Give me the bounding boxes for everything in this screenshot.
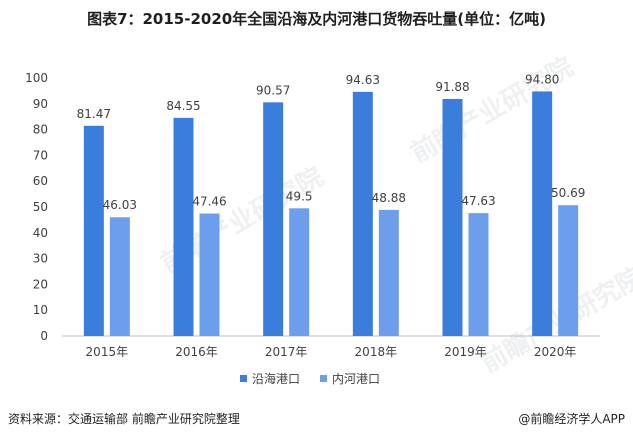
data-label: 84.55 (166, 99, 200, 113)
bar (263, 102, 284, 336)
data-label: 91.88 (435, 80, 469, 94)
data-label: 48.88 (372, 191, 406, 205)
data-label: 49.5 (286, 189, 313, 203)
data-label: 47.63 (461, 194, 495, 208)
y-tick-label: 100 (25, 71, 48, 85)
source-note: 资料来源：交通运输部 前瞻产业研究院整理 (8, 412, 240, 426)
y-tick-label: 0 (40, 329, 48, 343)
y-tick-label: 80 (33, 123, 48, 137)
bar (468, 213, 489, 336)
data-label: 90.57 (256, 83, 290, 97)
data-label: 94.63 (346, 73, 380, 87)
bar (352, 91, 373, 336)
chart-title: 图表7：2015-2020年全国沿海及内河港口货物吞吐量(单位：亿吨) (87, 10, 546, 28)
y-tick-label: 10 (33, 303, 48, 317)
legend-label: 沿海港口 (252, 371, 300, 386)
data-label: 94.80 (525, 72, 559, 86)
bar (442, 98, 463, 336)
bar (199, 213, 220, 336)
y-tick-label: 60 (33, 174, 48, 188)
y-tick-label: 20 (33, 277, 48, 291)
bar (558, 205, 579, 336)
legend-swatch (320, 375, 327, 382)
bar (83, 125, 104, 336)
bar (109, 217, 130, 336)
y-tick-label: 40 (33, 226, 48, 240)
data-label: 47.46 (192, 195, 226, 209)
x-tick-label: 2015年 (86, 345, 129, 359)
bar (289, 208, 310, 336)
brand-credit: @前瞻经济学人APP (518, 412, 625, 426)
y-tick-label: 70 (33, 148, 48, 162)
x-tick-label: 2017年 (265, 345, 308, 359)
legend-label: 内河港口 (332, 372, 380, 386)
data-label: 81.47 (77, 107, 111, 121)
bar (173, 117, 194, 337)
x-tick-label: 2019年 (444, 345, 487, 359)
x-tick-label: 2018年 (355, 345, 398, 359)
y-tick-label: 30 (33, 252, 48, 266)
bar (378, 209, 399, 336)
x-tick-label: 2016年 (175, 345, 218, 359)
y-tick-label: 50 (33, 200, 48, 214)
legend-swatch (240, 375, 247, 382)
data-label: 46.03 (103, 198, 137, 212)
y-tick-label: 90 (33, 97, 48, 111)
data-label: 50.69 (551, 186, 585, 200)
x-tick-label: 2020年 (534, 345, 577, 359)
bar (532, 91, 553, 336)
